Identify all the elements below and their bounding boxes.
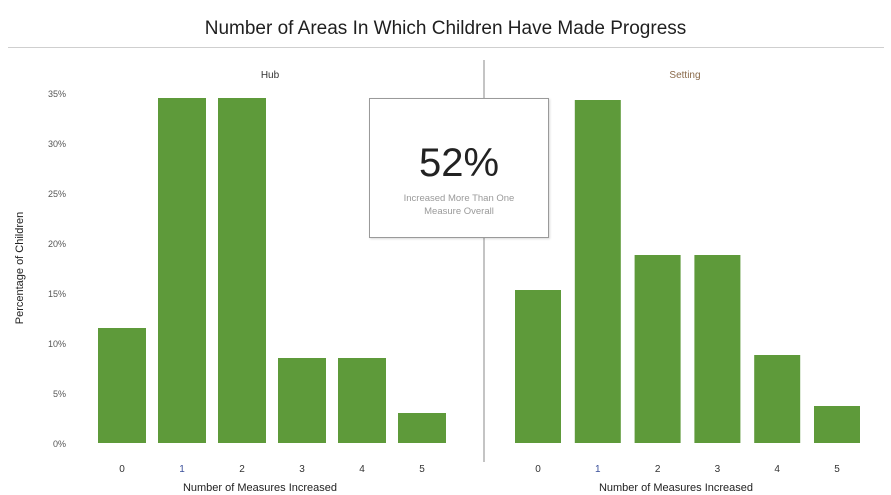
panel-2-x-tick-label: 2 [655, 464, 661, 475]
panel-2-x-tick-label: 0 [535, 464, 541, 475]
callout-caption: Increased More Than One Measure Overall [403, 193, 515, 217]
panel-1-y-tick-label: 15% [48, 289, 66, 299]
panel-2-x-tick-label: 4 [774, 464, 780, 475]
panel-1-x-tick-label: 2 [239, 464, 245, 475]
panel-1-x-tick-label: 4 [359, 464, 365, 475]
panel-1-x-axis-label: Number of Measures Increased [183, 482, 337, 494]
panel-2-x-tick-label: 5 [834, 464, 840, 475]
panel-2-bar [694, 255, 741, 443]
panel-2-bar [515, 290, 561, 443]
panel-1-title: Hub [261, 70, 280, 81]
panel-1-bar [158, 98, 206, 443]
callout-value: 52% [418, 141, 500, 185]
panel-1-x-tick-label: 5 [419, 464, 425, 475]
panel-1-x-tick-label: 0 [119, 464, 125, 475]
panel-1-bar [218, 98, 266, 443]
panel-2-x-tick-label: 3 [715, 464, 721, 475]
panel-1-y-tick-label: 5% [53, 389, 66, 399]
panel-1-y-tick-label: 25% [48, 189, 66, 199]
panel-1-y-axis-label: Percentage of Children [14, 212, 26, 325]
page-title: Number of Areas In Which Children Have M… [204, 18, 687, 39]
panel-1-bar [98, 328, 146, 443]
summary-callout: 52% Increased More Than One Measure Over… [369, 98, 549, 238]
panel-1-y-tick-label: 20% [48, 239, 66, 249]
panel-1-bar [338, 358, 386, 443]
panel-2-x-tick-label: 1 [595, 464, 601, 475]
panel-1-x-tick-label: 1 [179, 464, 185, 475]
panel-2-bar [754, 355, 801, 443]
panel-2-x-axis-label: Number of Measures Increased [599, 482, 753, 494]
panel-2-bar [634, 255, 681, 443]
panel-2-bar [814, 406, 860, 443]
panel-1-y-tick-label: 0% [53, 439, 66, 449]
title-divider [8, 47, 884, 48]
panel-1-bar [278, 358, 326, 443]
panel-2-title: Setting [669, 70, 700, 81]
panel-1-bar [398, 413, 446, 443]
panel-1-x-tick-label: 3 [299, 464, 305, 475]
panel-2-bar [574, 100, 621, 443]
panel-1-y-tick-label: 35% [48, 89, 66, 99]
panel-1-y-tick-label: 10% [48, 339, 66, 349]
panel-1-y-tick-label: 30% [48, 139, 66, 149]
